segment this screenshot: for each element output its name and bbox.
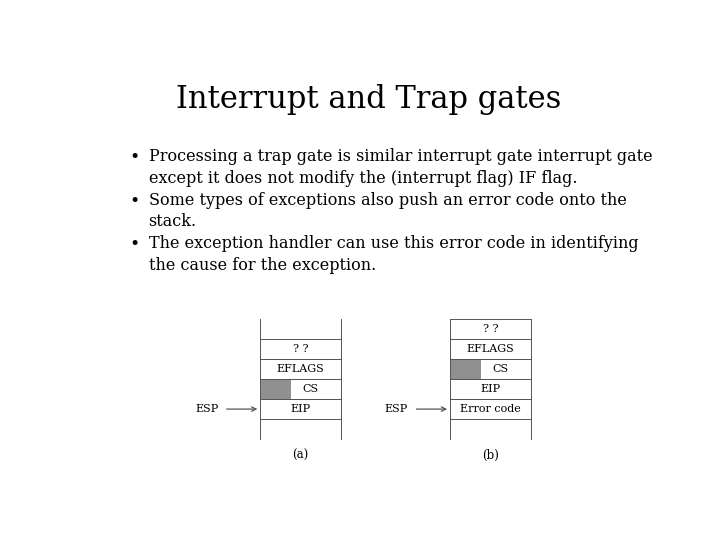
Bar <box>260 339 341 359</box>
Text: ESP: ESP <box>195 404 218 414</box>
Text: The exception handler can use this error code in identifying
the cause for the e: The exception handler can use this error… <box>148 235 638 274</box>
Text: Interrupt and Trap gates: Interrupt and Trap gates <box>176 84 562 114</box>
Text: •: • <box>129 148 139 166</box>
Text: CS: CS <box>302 384 318 394</box>
Text: (b): (b) <box>482 449 499 462</box>
Bar <box>260 359 341 379</box>
Text: (a): (a) <box>292 449 309 462</box>
Text: Error code: Error code <box>460 404 521 414</box>
Bar <box>450 359 481 379</box>
Bar <box>260 399 341 419</box>
Bar <box>291 379 341 399</box>
Text: •: • <box>129 192 139 210</box>
Text: ? ?: ? ? <box>482 324 498 334</box>
Bar <box>481 359 531 379</box>
Text: Some types of exceptions also push an error code onto the
stack.: Some types of exceptions also push an er… <box>148 192 626 230</box>
Text: •: • <box>129 235 139 253</box>
Bar <box>450 379 531 399</box>
Bar <box>450 339 531 359</box>
Text: EIP: EIP <box>291 404 311 414</box>
Bar <box>450 399 531 419</box>
Text: Processing a trap gate is similar interrupt gate interrupt gate
except it does n: Processing a trap gate is similar interr… <box>148 148 652 186</box>
Text: EFLAGS: EFLAGS <box>276 364 325 374</box>
Text: EFLAGS: EFLAGS <box>467 344 514 354</box>
Bar <box>450 319 531 339</box>
Text: ESP: ESP <box>384 404 408 414</box>
Text: CS: CS <box>492 364 508 374</box>
Bar <box>260 379 291 399</box>
Text: ? ?: ? ? <box>293 344 308 354</box>
Text: EIP: EIP <box>480 384 500 394</box>
